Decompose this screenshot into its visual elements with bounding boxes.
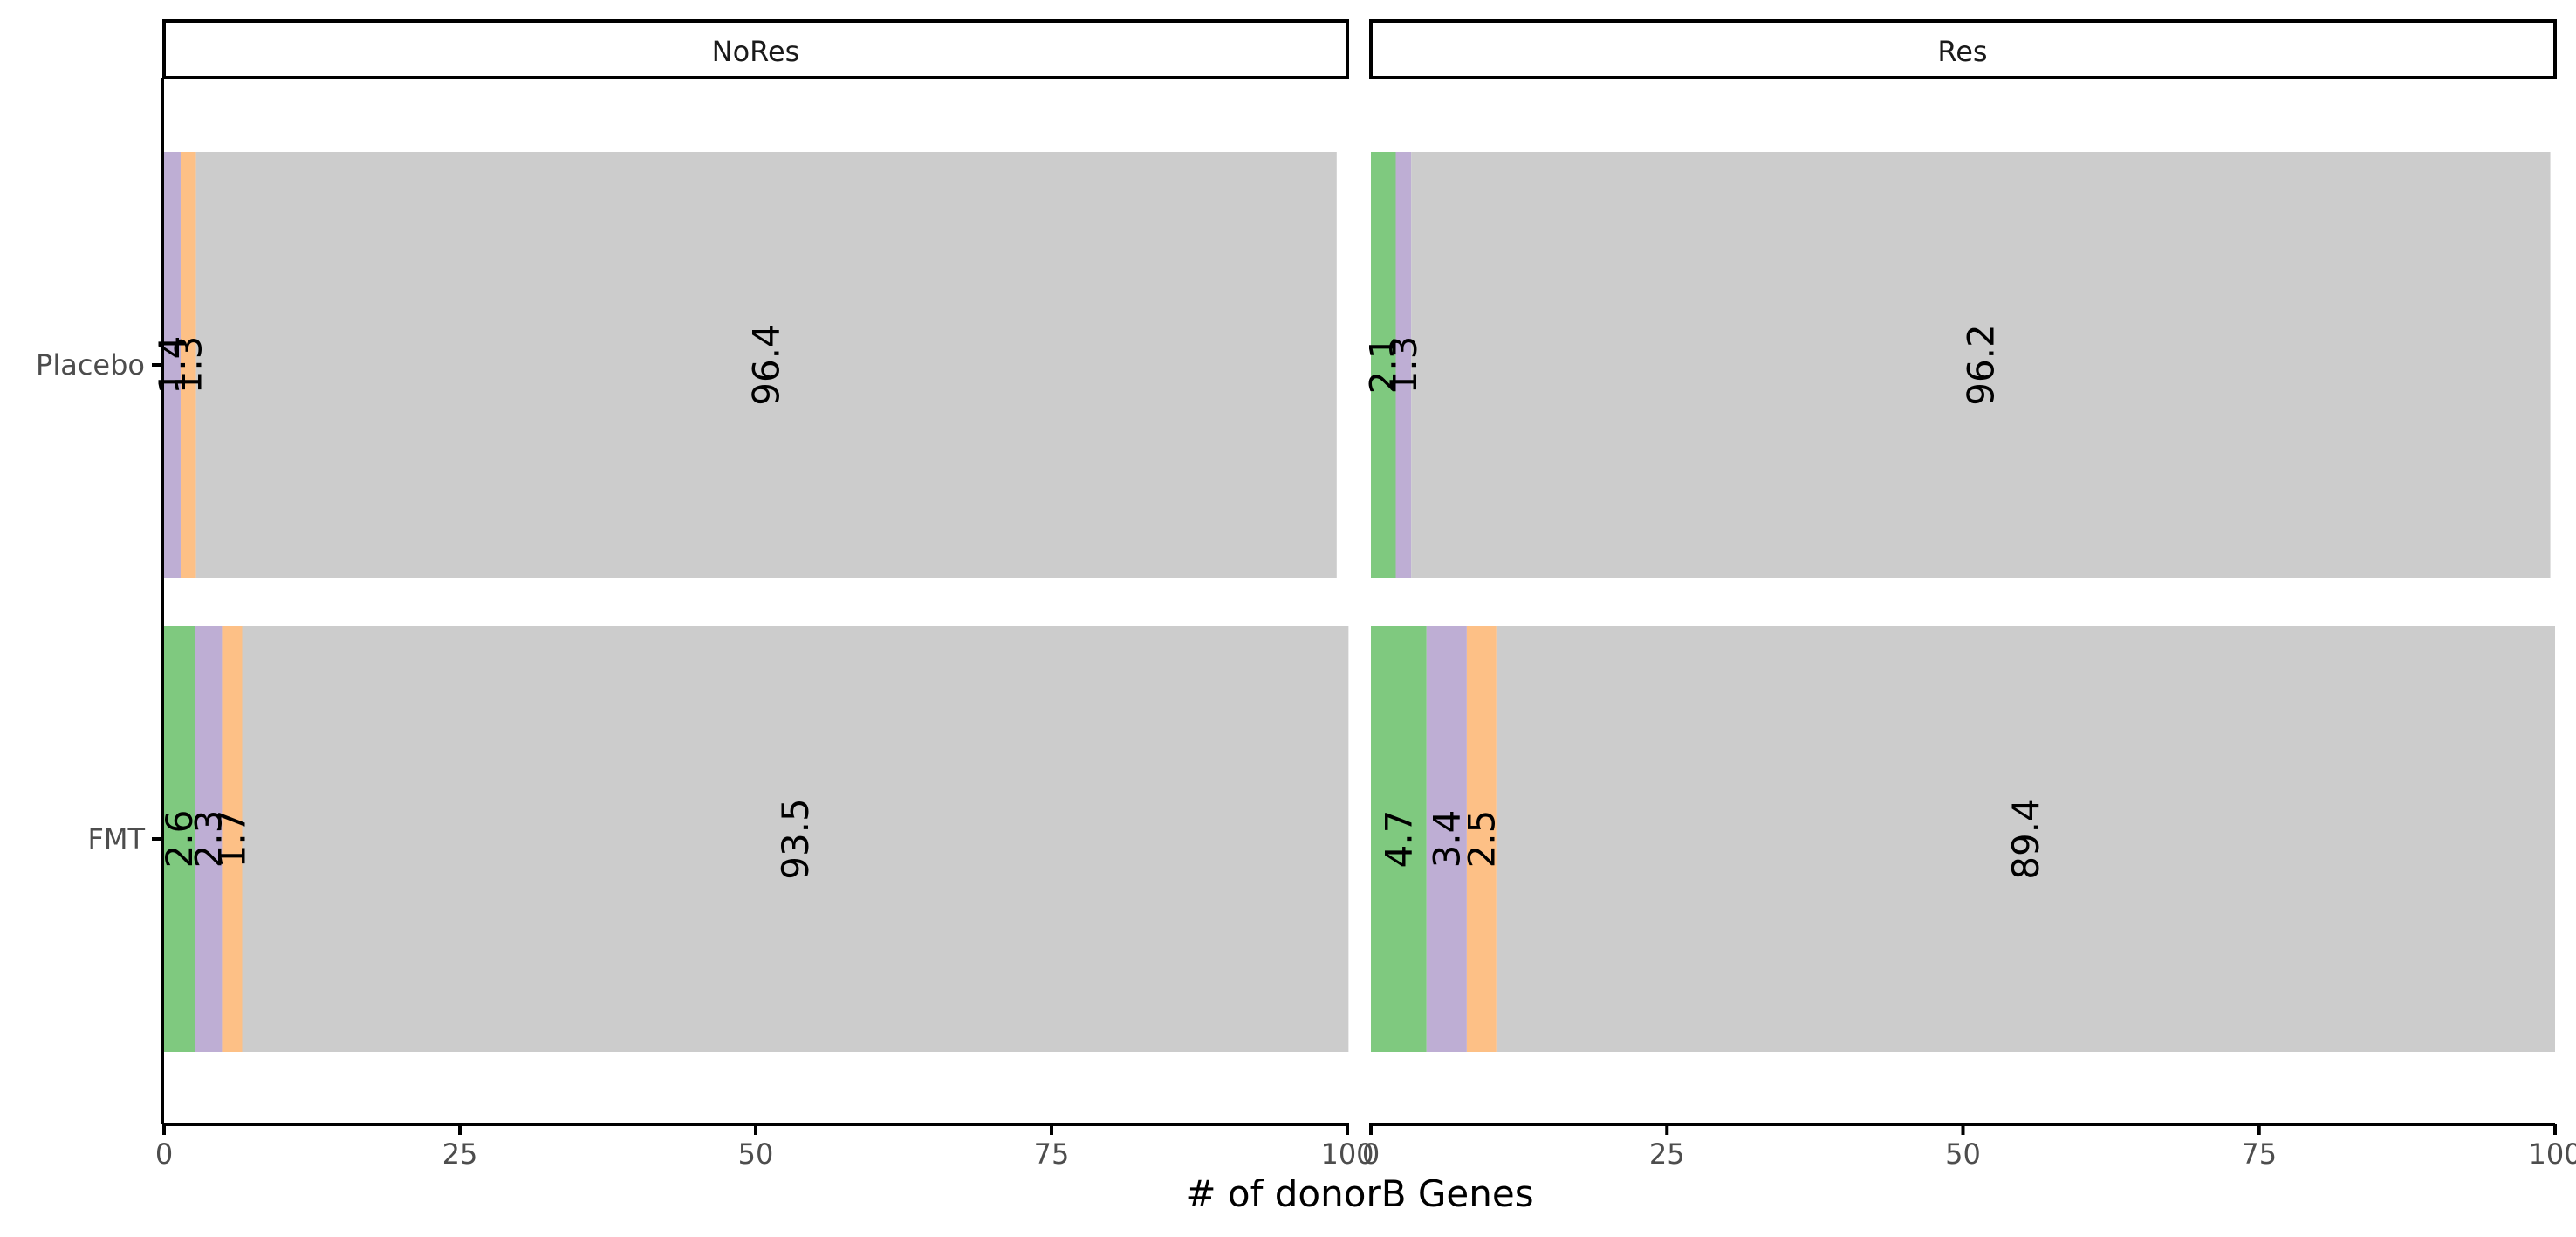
- data-label-res-placebo-green: 2.1: [1362, 336, 1405, 395]
- data-label-res-placebo-grey: 96.2: [1959, 324, 2002, 406]
- bar-segment-res-fmt-orange: [1466, 626, 1497, 1052]
- data-label-res-fmt-orange: 2.5: [1460, 810, 1503, 869]
- bar-segment-res-placebo-green: [1371, 152, 1396, 578]
- data-label-res-placebo-purple: 1.3: [1382, 336, 1425, 395]
- x-tick-label-nores-0: 0: [155, 1137, 173, 1171]
- data-label-nores-placebo-orange: 1.3: [167, 336, 209, 395]
- bar-segment-nores-placebo-orange: [180, 152, 196, 578]
- y-tick-label-placebo: Placebo: [36, 348, 145, 381]
- x-tick-label-res-0: 0: [1362, 1137, 1380, 1171]
- x-tick-label-nores-75: 75: [1034, 1137, 1070, 1171]
- bar-segment-nores-placebo-purple: [164, 152, 181, 578]
- facet-strip-label-nores: NoRes: [712, 35, 800, 68]
- data-label-res-fmt-purple: 3.4: [1425, 810, 1468, 869]
- x-tick-label-nores-100: 100: [1320, 1137, 1374, 1171]
- data-label-nores-placebo-grey: 96.4: [745, 324, 788, 406]
- data-label-nores-fmt-green: 2.6: [158, 810, 201, 869]
- facet-panel-nores: NoRes 1.41.3 96.42.62.31.7 93.5 0 25 50 75 100…: [36, 19, 1374, 1171]
- bar-segment-res-fmt-grey: [1496, 626, 2555, 1052]
- bar-group-nores: [164, 152, 1349, 1052]
- x-axis-title: # of donorB Genes: [1185, 1172, 1533, 1215]
- data-label-nores-fmt-grey: 93.5: [774, 798, 817, 880]
- bar-segment-nores-fmt-purple: [195, 626, 223, 1052]
- bar-segment-nores-fmt-green: [164, 626, 195, 1052]
- bar-segment-res-placebo-purple: [1395, 152, 1412, 578]
- facet-strip-res: [1369, 19, 2557, 79]
- facet-strip-label-res: Res: [1937, 35, 1987, 68]
- x-tick-label-res-75: 75: [2241, 1137, 2277, 1171]
- x-tick-label-nores-50: 50: [738, 1137, 774, 1171]
- x-ticks-res: 0 25 50 75 100: [1362, 1124, 2576, 1171]
- x-tick-label-res-50: 50: [1945, 1137, 1981, 1171]
- bar-segment-res-fmt-purple: [1426, 626, 1467, 1052]
- bar-segment-nores-fmt-orange: [222, 626, 243, 1052]
- data-labels-res: 2.11.3 96.2 4.7 3.42.5 89.4: [1362, 324, 2047, 880]
- bar-group-res: [1371, 152, 2555, 1052]
- data-label-res-fmt-green: 4.7: [1377, 810, 1420, 869]
- y-tick-label-fmt: FMT: [87, 822, 145, 856]
- bar-segment-nores-fmt-grey: [242, 626, 1349, 1052]
- data-label-nores-fmt-orange: 1.7: [210, 810, 253, 869]
- facet-strip-nores: [162, 19, 1349, 79]
- bar-segment-res-placebo-grey: [1411, 152, 2551, 578]
- data-label-nores-fmt-purple: 2.3: [187, 810, 230, 869]
- x-tick-label-nores-25: 25: [442, 1137, 478, 1171]
- x-tick-label-res-25: 25: [1649, 1137, 1685, 1171]
- x-tick-label-res-100: 100: [2528, 1137, 2576, 1171]
- facet-panel-res: Res 2.11.3 96.2 4.7 3.42.5 89.4 0 25 50 75 100: [1362, 19, 2576, 1171]
- y-ticks-nores: Placebo FMT: [36, 348, 162, 856]
- bar-segment-nores-placebo-grey: [195, 152, 1337, 578]
- bar-segment-res-fmt-green: [1371, 626, 1427, 1052]
- data-label-res-fmt-grey: 89.4: [2004, 798, 2047, 880]
- x-ticks-nores: 0 25 50 75 100: [155, 1124, 1374, 1171]
